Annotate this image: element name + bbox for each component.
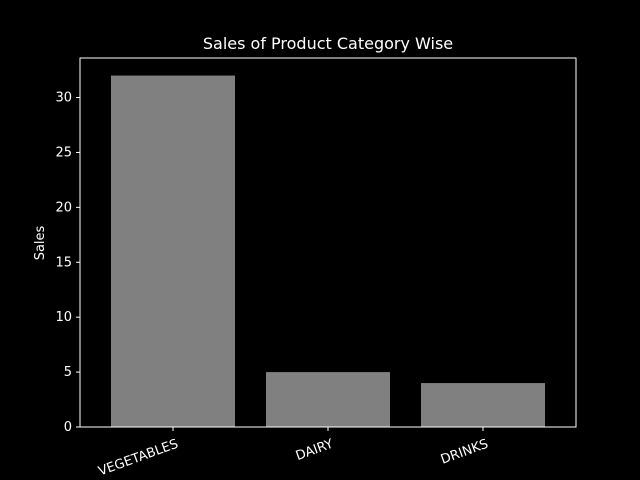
bars-group [111,75,545,428]
y-tick-label: 30 [55,91,72,106]
y-tick-label: 20 [55,200,72,215]
bar-dairy [266,372,390,427]
y-tick-label: 25 [55,145,72,160]
y-axis-ticks: 0 5 10 15 20 25 30 [55,91,80,435]
bar-drinks [421,383,545,427]
y-tick-label: 10 [55,310,72,325]
bar-vegetables [111,75,235,428]
y-tick-label: 5 [64,365,72,380]
chart-title: Sales of Product Category Wise [203,34,453,53]
plot-frame [79,57,577,428]
y-axis-label: Sales [33,225,48,260]
y-tick-label: 15 [55,255,72,270]
y-tick-label: 0 [64,420,72,435]
